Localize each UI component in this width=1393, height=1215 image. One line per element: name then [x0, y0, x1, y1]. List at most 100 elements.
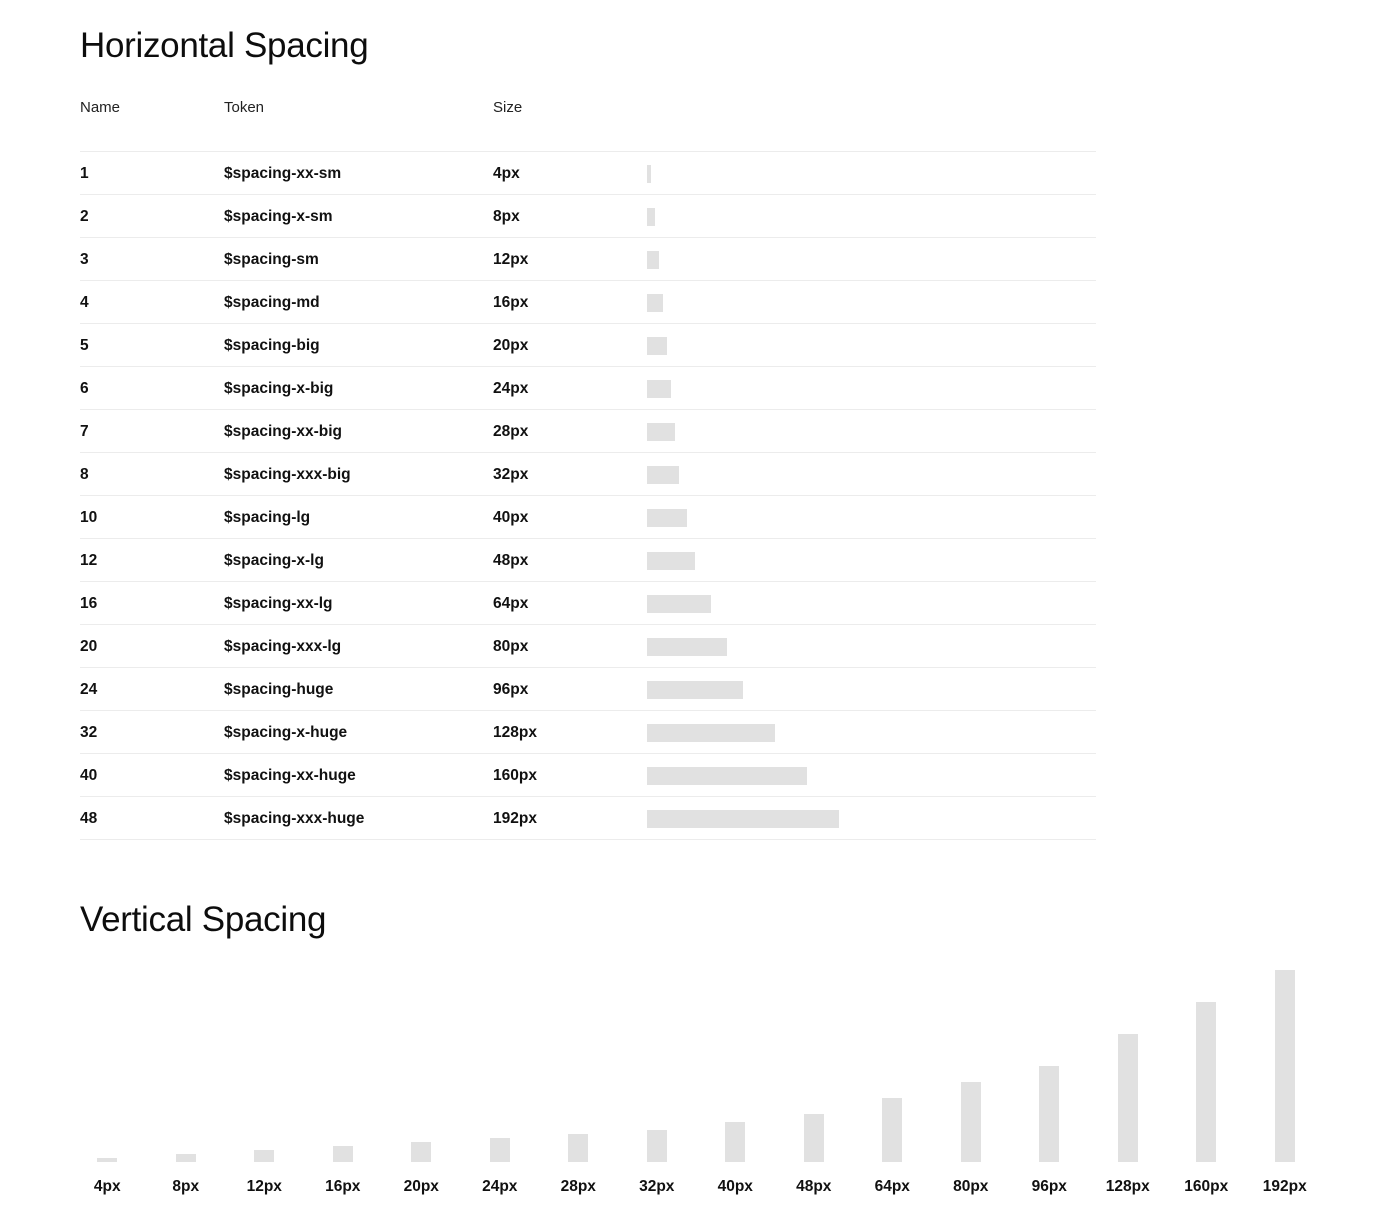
vertical-spacing-item: 40px — [696, 955, 775, 1205]
vertical-size-label: 28px — [560, 1178, 596, 1195]
vertical-size-label: 48px — [796, 1178, 832, 1195]
row-size: 8px — [493, 208, 520, 225]
row-name: 6 — [80, 380, 89, 397]
row-name: 2 — [80, 208, 89, 225]
spacing-table: 1 $spacing-xx-sm 4px 2 $spacing-x-sm 8px 3 $spa… — [80, 151, 1096, 840]
table-row: 1 $spacing-xx-sm 4px — [80, 152, 1096, 195]
row-token: $spacing-x-big — [224, 380, 334, 397]
header-size: Size — [493, 99, 523, 116]
row-token: $spacing-xxx-huge — [224, 810, 365, 827]
table-row: 24 $spacing-huge 96px — [80, 668, 1096, 711]
row-size: 192px — [493, 810, 537, 827]
spacing-swatch-bar — [647, 724, 775, 742]
vertical-swatch-bar — [1274, 970, 1295, 1162]
row-token: $spacing-xxx-lg — [224, 638, 342, 655]
row-name: 20 — [80, 638, 98, 655]
table-row: 32 $spacing-x-huge 128px — [80, 711, 1096, 754]
vertical-size-label: 8px — [172, 1178, 200, 1195]
row-name: 5 — [80, 337, 89, 354]
vertical-spacing-item: 20px — [382, 955, 461, 1205]
vertical-size-label: 40px — [717, 1178, 753, 1195]
vertical-swatch-bar — [254, 1150, 274, 1162]
spacing-swatch-bar — [647, 208, 655, 226]
spacing-swatch-bar — [647, 552, 695, 570]
vertical-spacing-item: 64px — [853, 955, 932, 1205]
table-row: 16 $spacing-xx-lg 64px — [80, 582, 1096, 625]
vertical-size-label: 128px — [1105, 1178, 1150, 1195]
table-row: 5 $spacing-big 20px — [80, 324, 1096, 367]
vertical-size-label: 160px — [1184, 1178, 1229, 1195]
spacing-swatch-bar — [647, 810, 839, 828]
vertical-size-label: 4px — [93, 1178, 121, 1195]
spacing-swatch-bar — [647, 294, 663, 312]
table-row: 20 $spacing-xxx-lg 80px — [80, 625, 1096, 668]
spacing-swatch-bar — [647, 165, 651, 183]
spacing-swatch-bar — [647, 466, 679, 484]
vertical-swatch-bar — [97, 1158, 117, 1162]
row-size: 4px — [493, 165, 520, 182]
vertical-swatch-bar — [411, 1142, 431, 1162]
table-row: 4 $spacing-md 16px — [80, 281, 1096, 324]
vertical-spacing-item: 24px — [461, 955, 540, 1205]
row-token: $spacing-sm — [224, 251, 319, 268]
row-token: $spacing-md — [224, 294, 320, 311]
row-name: 16 — [80, 595, 98, 612]
vertical-swatch-bar — [568, 1134, 588, 1162]
spacing-swatch-bar — [647, 337, 667, 355]
vertical-spacing-title: Vertical Spacing — [80, 900, 327, 939]
spacing-swatch-bar — [647, 380, 671, 398]
vertical-size-label: 96px — [1031, 1178, 1067, 1195]
table-row: 10 $spacing-lg 40px — [80, 496, 1096, 539]
vertical-spacing-item: 4px — [68, 955, 147, 1205]
row-size: 28px — [493, 423, 529, 440]
row-name: 24 — [80, 681, 98, 698]
vertical-size-label: 24px — [482, 1178, 518, 1195]
row-size: 48px — [493, 552, 529, 569]
table-row: 12 $spacing-x-lg 48px — [80, 539, 1096, 582]
row-name: 8 — [80, 466, 89, 483]
vertical-size-label: 192px — [1262, 1178, 1307, 1195]
table-row: 40 $spacing-xx-huge 160px — [80, 754, 1096, 797]
row-token: $spacing-xx-huge — [224, 767, 356, 784]
vertical-size-label: 32px — [639, 1178, 675, 1195]
spacing-swatch-bar — [647, 681, 743, 699]
table-row: 7 $spacing-xx-big 28px — [80, 410, 1096, 453]
row-size: 16px — [493, 294, 529, 311]
vertical-size-label: 12px — [246, 1178, 282, 1195]
row-size: 24px — [493, 380, 529, 397]
vertical-spacing-chart: 4px 8px 12px 16px 20px 24px 28px 32px 40px 48px 64… — [68, 955, 1324, 1205]
vertical-size-label: 80px — [953, 1178, 989, 1195]
row-name: 3 — [80, 251, 89, 268]
vertical-swatch-bar — [960, 1082, 981, 1162]
row-name: 7 — [80, 423, 89, 440]
row-name: 48 — [80, 810, 98, 827]
spacing-swatch-bar — [647, 509, 687, 527]
row-size: 128px — [493, 724, 537, 741]
row-name: 12 — [80, 552, 98, 569]
table-row: 6 $spacing-x-big 24px — [80, 367, 1096, 410]
row-size: 20px — [493, 337, 529, 354]
table-row: 48 $spacing-xxx-huge 192px — [80, 797, 1096, 840]
vertical-swatch-bar — [332, 1146, 353, 1162]
row-name: 32 — [80, 724, 98, 741]
row-token: $spacing-xxx-big — [224, 466, 351, 483]
row-size: 160px — [493, 767, 537, 784]
vertical-swatch-bar — [646, 1130, 667, 1162]
row-size: 12px — [493, 251, 529, 268]
row-name: 1 — [80, 165, 89, 182]
spacing-swatch-bar — [647, 638, 727, 656]
spacing-swatch-bar — [647, 423, 675, 441]
row-token: $spacing-xx-sm — [224, 165, 342, 182]
vertical-swatch-bar — [725, 1122, 745, 1162]
vertical-swatch-bar — [1039, 1066, 1059, 1162]
vertical-spacing-item: 160px — [1167, 955, 1246, 1205]
spacing-table-header: Name Token Size — [80, 99, 1096, 119]
row-token: $spacing-x-sm — [224, 208, 333, 225]
vertical-swatch-bar — [1196, 1002, 1216, 1162]
row-size: 40px — [493, 509, 529, 526]
vertical-spacing-item: 48px — [775, 955, 854, 1205]
vertical-swatch-bar — [882, 1098, 902, 1162]
vertical-spacing-item: 32px — [618, 955, 697, 1205]
row-size: 64px — [493, 595, 529, 612]
row-token: $spacing-x-huge — [224, 724, 348, 741]
